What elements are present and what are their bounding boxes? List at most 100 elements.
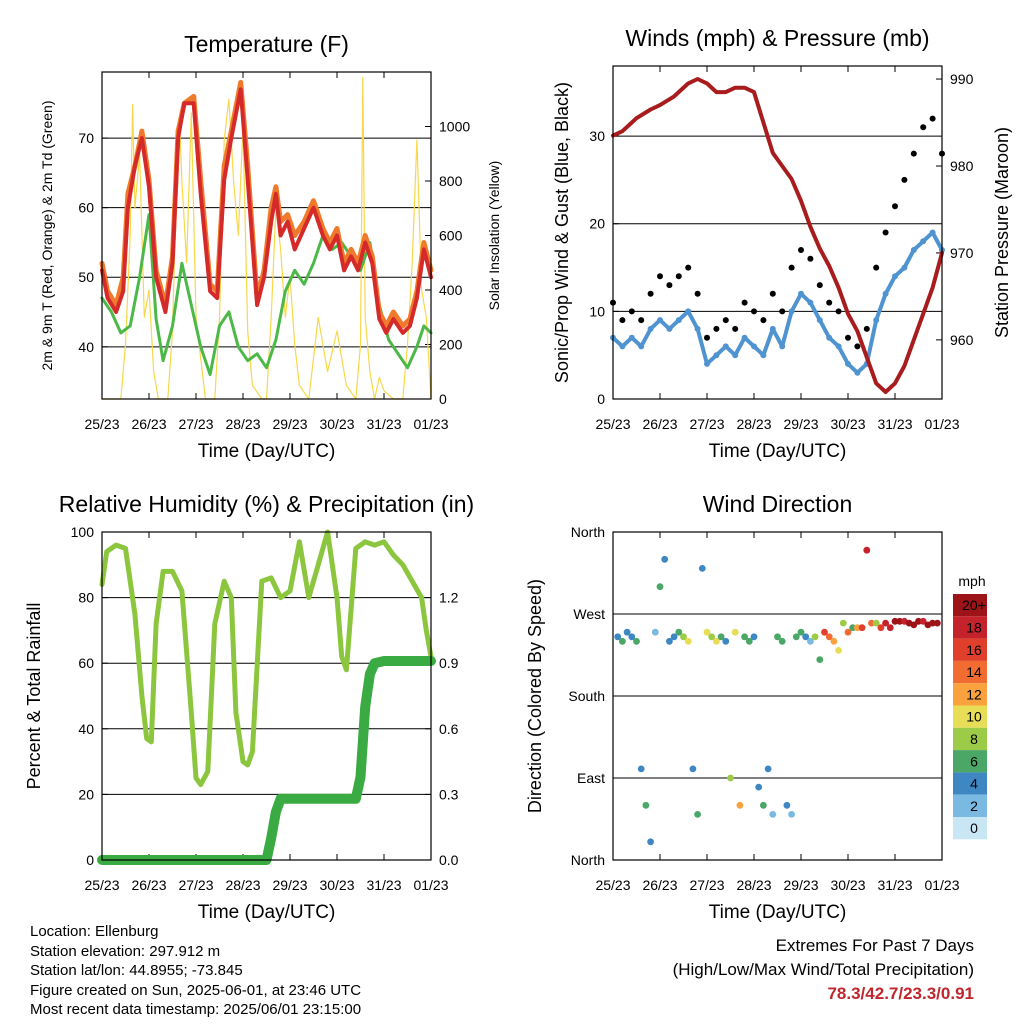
x-tick-label: 29/23 [783, 416, 818, 432]
wind-direction-point [891, 617, 899, 625]
y-tick-label: 20 [589, 216, 605, 232]
wind-direction-point [863, 546, 871, 554]
x-tick-label: 01/23 [924, 877, 959, 893]
wind-gust-point [929, 115, 936, 122]
wind-gust-point [882, 229, 889, 236]
wind-direction-point [919, 617, 927, 625]
x-tick-label: 29/23 [783, 877, 818, 893]
colorbar-swatch [953, 772, 987, 795]
x-tick-label: 28/23 [225, 877, 260, 893]
wind-direction-point [858, 624, 866, 632]
wind-gust-point [732, 325, 739, 332]
x-tick-label: 27/23 [178, 416, 213, 432]
extremes-title: Extremes For Past 7 Days [775, 936, 974, 955]
wind-speed-point [826, 334, 833, 341]
wind-direction-point [933, 619, 941, 627]
wind-gust-point [910, 150, 917, 157]
wind-speed-point [910, 247, 917, 253]
wind-speed-point [657, 317, 663, 324]
x-axis-label: Time (Day/UTC) [709, 441, 847, 462]
plot-border [612, 531, 943, 861]
wind-gust-point [647, 290, 654, 297]
y-right-tick-label: 970 [950, 245, 974, 261]
y-tick-label: North [571, 524, 605, 540]
extremes-block: Extremes For Past 7 Days (High/Low/Max W… [673, 934, 974, 1006]
x-tick-label: 26/23 [131, 416, 166, 432]
colorbar-label: 8 [970, 731, 978, 747]
y-tick-label: 40 [78, 721, 94, 737]
wind-direction-point [877, 624, 885, 632]
wind-gust-point [816, 282, 823, 289]
wind-gust-point [798, 247, 804, 253]
x-tick-label: 27/23 [689, 416, 724, 432]
wind-direction-point [713, 637, 720, 645]
wind-direction-point [722, 637, 730, 645]
wind-direction-point [816, 656, 824, 663]
colorbar-swatch [953, 638, 987, 661]
y-tick-label: 80 [78, 590, 94, 606]
colorbar-swatch [953, 616, 987, 639]
colorbar-swatch [953, 660, 987, 684]
extremes-values: 78.3/42.7/23.3/0.91 [827, 984, 974, 1003]
x-tick-label: 25/23 [84, 416, 119, 432]
wind-gust-point [826, 299, 833, 306]
wind-direction-point [670, 633, 678, 641]
wind-direction-point [868, 619, 875, 627]
wind-direction-point [755, 783, 763, 791]
wind-direction-point [717, 633, 725, 641]
wind-direction-point [760, 801, 767, 809]
wind-direction-point [698, 565, 706, 572]
wind-direction-point [825, 633, 833, 641]
wind-speed-point [732, 352, 739, 359]
wind-direction-point [886, 624, 894, 632]
x-tick-label: 26/23 [131, 877, 166, 893]
wind-gust-point [713, 325, 720, 332]
wind-direction-point [872, 619, 880, 627]
solar-insolation-line [101, 76, 432, 400]
y-tick-label: 0 [597, 391, 605, 407]
y-tick-label: South [568, 688, 605, 704]
wind-direction-point [778, 637, 786, 645]
y-tick-label: 100 [71, 524, 95, 540]
winds-pressure-panel: Winds (mph) & Pressure (mb) 25/23 26/23 27/… [552, 25, 1012, 462]
recent-timestamp: Most recent data timestamp: 2025/06/01 2… [30, 1001, 362, 1018]
wind-gust-point [751, 308, 757, 315]
figure-created: Figure created on Sun, 2025-06-01, at 23… [30, 981, 362, 999]
wind-gust-point [722, 317, 729, 324]
x-tick-label: 27/23 [178, 877, 213, 893]
wind-direction-point [821, 628, 828, 636]
colorbar-label: 20+ [962, 597, 986, 613]
wind-direction-point [839, 619, 847, 627]
colorbar-swatch [953, 683, 987, 706]
wind-direction-point [675, 628, 683, 636]
wind-gust-point [628, 308, 635, 315]
y-axis-label: Sonic/Prop Wind & Gust (Blue, Black) [552, 82, 572, 383]
y-right-axis-label: Solar Insolation (Yellow) [486, 161, 502, 311]
station-info: Location: Ellenburg Station elevation: 2… [30, 922, 361, 1020]
wind-gust-point [666, 282, 673, 289]
wind-direction-point [854, 624, 861, 632]
wind-direction-point [684, 637, 692, 645]
wind-speed-point [741, 334, 748, 341]
colorbar-label: 6 [970, 753, 978, 769]
y-right-tick-label: 960 [950, 332, 974, 348]
x-axis-label: Time (Day/UTC) [709, 902, 847, 923]
temperature-2m-line [100, 87, 433, 335]
x-tick-label: 25/23 [595, 416, 630, 432]
wind-speed-point [807, 299, 814, 306]
x-tick-label: 29/23 [272, 877, 307, 893]
wind-direction-point [619, 637, 626, 645]
wind-direction-point [741, 633, 748, 641]
wind-direction-point [910, 621, 918, 629]
y-axis-label: Percent & Total Rainfall [24, 603, 44, 790]
x-axis-label: Time (Day/UTC) [198, 441, 336, 462]
wind-direction-point [802, 633, 810, 641]
y-right-tick-label: 800 [439, 173, 463, 189]
wind-speed-point [779, 343, 786, 350]
y-right-tick-label: 0.3 [439, 786, 459, 802]
y-tick-label: 20 [78, 786, 94, 802]
y-tick-label: North [571, 852, 605, 868]
colorbar-label: 12 [966, 686, 982, 702]
wind-speed-point [685, 308, 692, 315]
